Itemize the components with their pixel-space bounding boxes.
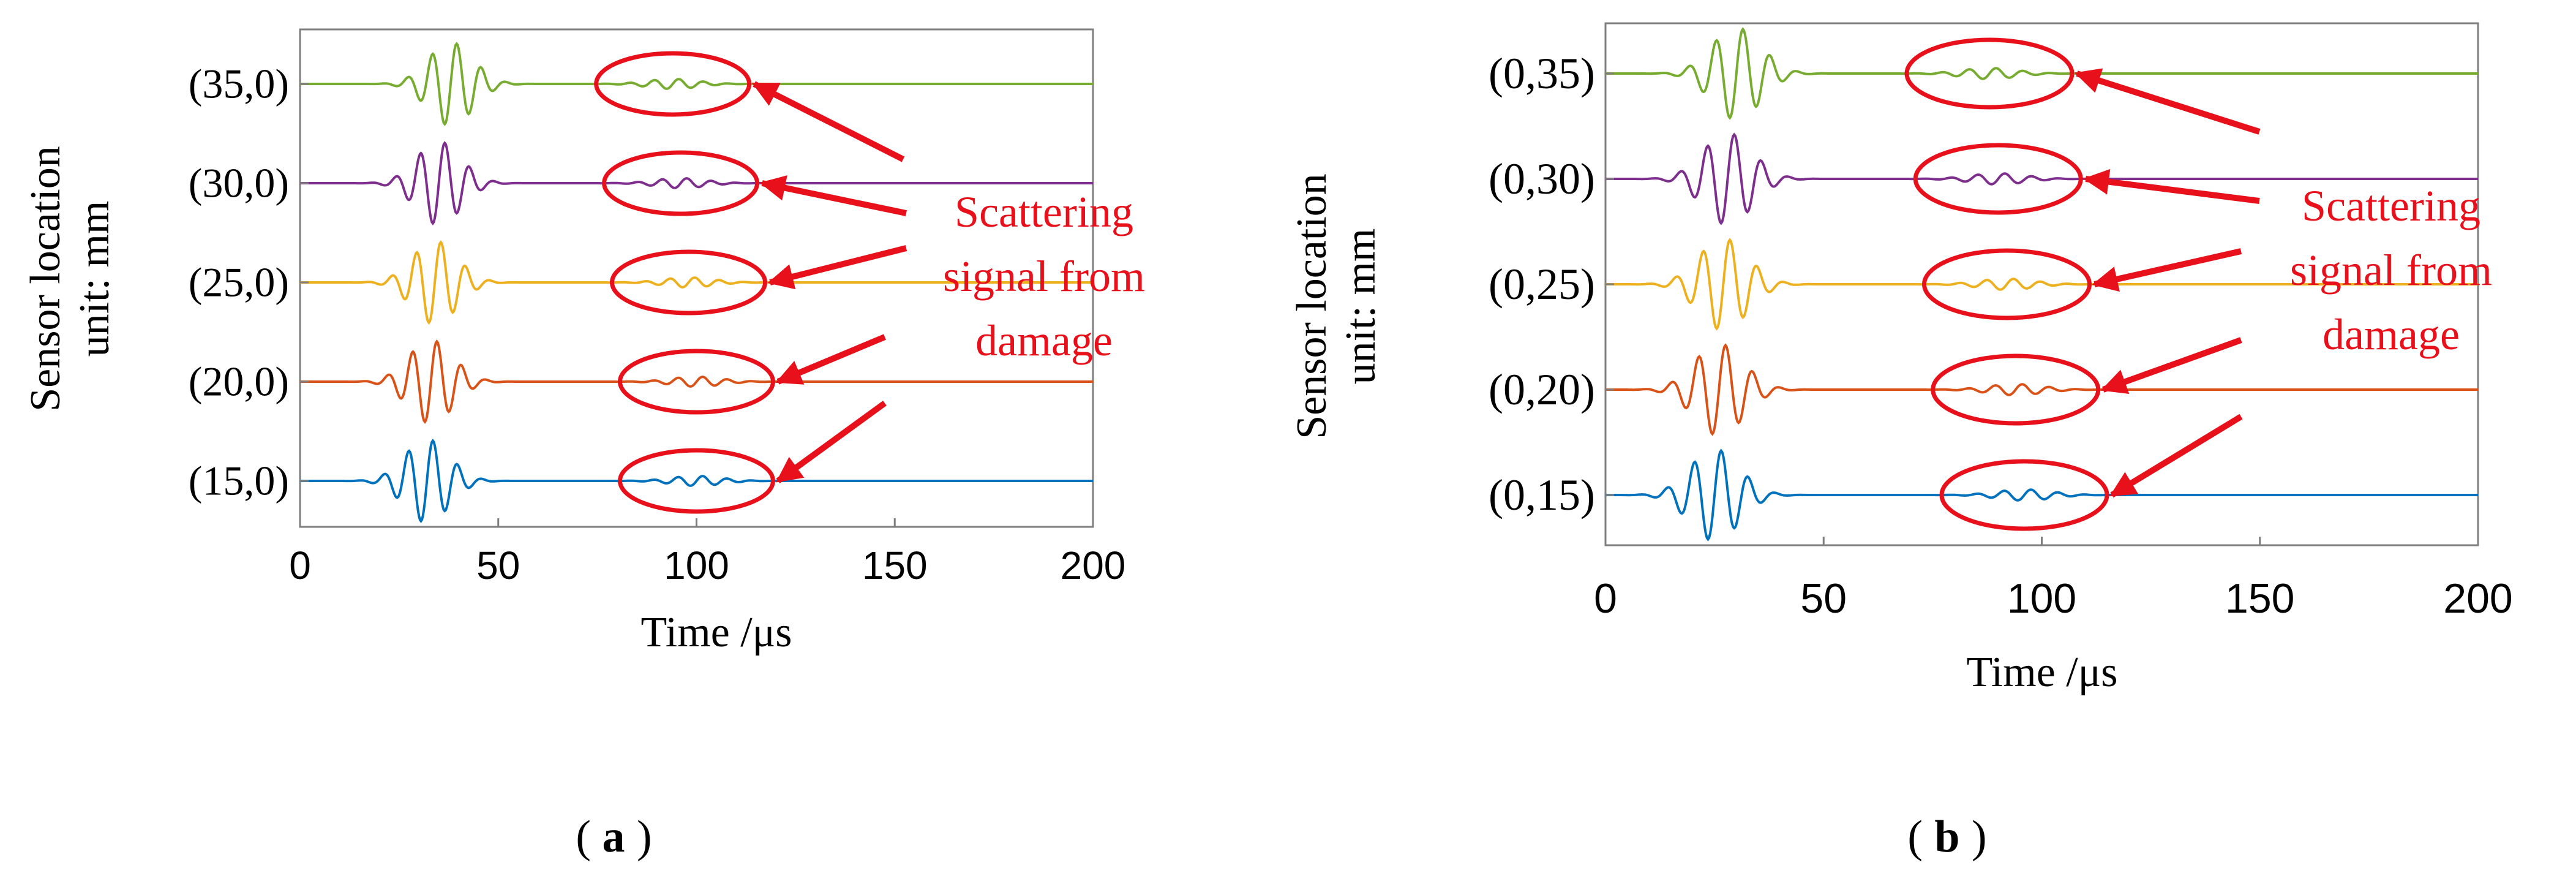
y-tick-label-b-5: (0,35) xyxy=(1489,49,1595,98)
panel-b: (0,15) (0,20) (0,25) (0,30) (0,35) 0 50 100 150… xyxy=(1288,22,2513,862)
y-tick-labels-b: (0,15) (0,20) (0,25) (0,30) (0,35) xyxy=(1489,49,1614,520)
annotation-text-a-line3: damage xyxy=(975,316,1113,365)
x-tick-label-a-2: 50 xyxy=(476,543,520,588)
annotation-arrows-b xyxy=(2074,68,2261,498)
y-tick-label-a-2: (20,0) xyxy=(189,358,289,404)
panel-label-a: a xyxy=(603,812,625,862)
scatter-highlight-b-4 xyxy=(1913,143,2083,215)
panel-label-b-close: ) xyxy=(1972,812,1987,862)
annotation-arrow-a-5 xyxy=(751,81,905,162)
annotation-arrow-b-3 xyxy=(2092,248,2242,292)
panel-label-a-close: ) xyxy=(637,812,652,862)
x-tick-label-b-4: 150 xyxy=(2225,575,2294,622)
y-tick-label-a-1: (15,0) xyxy=(189,457,289,504)
x-tick-label-b-2: 50 xyxy=(1800,575,1847,622)
x-tick-labels-a: 0 50 100 150 200 xyxy=(289,518,1125,588)
annotation-arrow-a-1 xyxy=(776,400,887,484)
y-tick-label-a-3: (25,0) xyxy=(189,259,289,305)
x-axis-label-a: Time /μs xyxy=(641,609,792,656)
y-tick-label-a-5: (35,0) xyxy=(189,60,289,107)
panel-label-b-open: ( xyxy=(1907,812,1923,862)
scatter-highlight-group-a xyxy=(594,51,775,514)
series-line-b-1 xyxy=(1605,448,2478,542)
y-tick-label-a-4: (30,0) xyxy=(189,159,289,206)
annotation-arrow-b-4 xyxy=(2083,168,2260,204)
scatter-highlight-b-1 xyxy=(1939,459,2109,531)
series-line-a-5 xyxy=(300,42,1093,126)
series-line-b-5 xyxy=(1605,27,2478,120)
series-line-a-4 xyxy=(300,141,1093,225)
panel-label-a-open: ( xyxy=(576,812,591,862)
y-axis-label-b-line1: Sensor location xyxy=(1288,173,1335,439)
x-tick-label-b-1: 0 xyxy=(1594,575,1617,622)
scatter-highlight-a-5 xyxy=(594,51,752,117)
annotation-arrows-a xyxy=(751,81,907,484)
x-axis-label-b: Time /μs xyxy=(1967,649,2118,696)
x-tick-label-a-4: 150 xyxy=(862,543,928,588)
series-line-a-1 xyxy=(300,439,1093,523)
annotation-text-b-line1: Scattering xyxy=(2302,181,2480,230)
x-tick-label-b-5: 200 xyxy=(2443,575,2512,622)
panel-label-b: b xyxy=(1934,812,1959,862)
x-tick-label-b-3: 100 xyxy=(2007,575,2076,622)
series-line-a-2 xyxy=(300,339,1093,424)
scatter-highlight-group-b xyxy=(1904,37,2109,531)
series-group-b xyxy=(1605,27,2478,542)
scatter-highlight-a-4 xyxy=(602,150,760,216)
y-axis-label-a-line1: Sensor location xyxy=(22,146,69,412)
y-tick-label-b-2: (0,20) xyxy=(1489,365,1595,414)
annotation-arrow-b-2 xyxy=(2100,337,2242,394)
scatter-highlight-b-2 xyxy=(1931,353,2101,426)
annotation-arrow-a-2 xyxy=(775,334,886,385)
scatter-highlight-b-5 xyxy=(1904,37,2075,110)
annotation-arrow-a-3 xyxy=(767,245,907,290)
x-tick-labels-b: 0 50 100 150 200 xyxy=(1594,537,2513,622)
annotation-text-b-line3: damage xyxy=(2323,310,2460,359)
y-axis-label-a-line2: unit: mm xyxy=(71,201,118,357)
y-axis-label-b-line2: unit: mm xyxy=(1337,229,1384,385)
scatter-highlight-a-3 xyxy=(610,249,768,316)
annotation-arrow-b-5 xyxy=(2074,68,2261,135)
y-tick-labels-a: (15,0) (20,0) (25,0) (30,0) (35,0) xyxy=(189,60,309,504)
x-tick-label-a-5: 200 xyxy=(1061,543,1126,588)
annotation-arrow-b-1 xyxy=(2109,414,2243,498)
annotation-text-b-line2: signal from xyxy=(2290,246,2492,295)
x-tick-label-a-1: 0 xyxy=(289,543,311,588)
scatter-highlight-a-2 xyxy=(618,349,775,415)
y-tick-label-b-4: (0,30) xyxy=(1489,154,1595,203)
annotation-text-a-line2: signal from xyxy=(943,252,1145,301)
scatter-highlight-b-3 xyxy=(1922,248,2092,320)
annotation-text-a-line1: Scattering xyxy=(955,187,1133,236)
series-line-b-4 xyxy=(1605,132,2478,225)
y-tick-label-b-1: (0,15) xyxy=(1489,471,1595,520)
annotation-arrow-a-4 xyxy=(759,175,907,216)
scatter-highlight-a-1 xyxy=(618,448,775,514)
series-line-a-3 xyxy=(300,240,1093,325)
x-tick-label-a-3: 100 xyxy=(664,543,729,588)
series-line-b-2 xyxy=(1605,343,2478,436)
series-group-a xyxy=(300,42,1093,523)
series-line-b-3 xyxy=(1605,238,2478,331)
y-tick-label-b-3: (0,25) xyxy=(1489,260,1595,309)
panel-a: (15,0) (20,0) (25,0) (30,0) (35,0) 0 50 100 150… xyxy=(22,28,1145,862)
